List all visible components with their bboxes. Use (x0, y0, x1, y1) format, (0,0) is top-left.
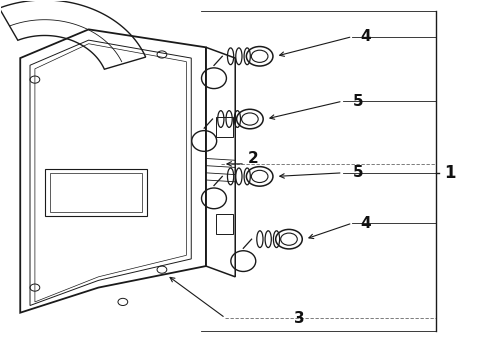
Text: 4: 4 (360, 216, 370, 230)
Text: 3: 3 (294, 311, 304, 325)
Text: 4: 4 (360, 29, 370, 44)
Text: 5: 5 (352, 94, 363, 109)
Text: 1: 1 (444, 164, 456, 182)
Text: 5: 5 (352, 165, 363, 180)
Text: 2: 2 (247, 151, 258, 166)
